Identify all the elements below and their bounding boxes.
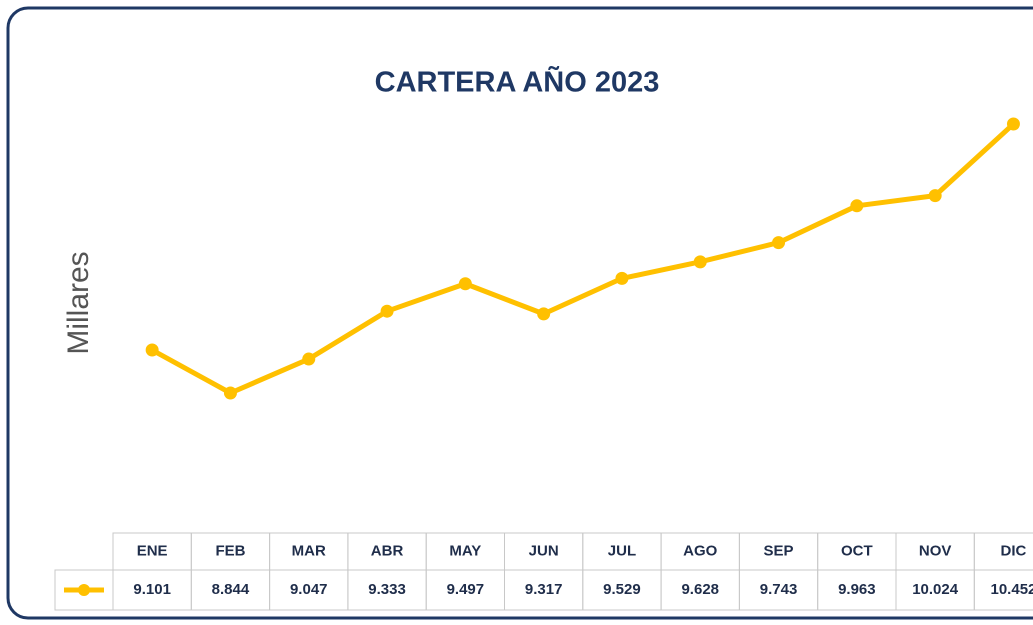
data-point	[458, 277, 472, 291]
x-tick-label: JUN	[529, 542, 559, 559]
data-point	[145, 343, 159, 357]
x-tick-label: ABR	[371, 542, 404, 559]
data-label: 9.963	[838, 581, 876, 598]
data-point	[928, 189, 942, 203]
data-label: 9.333	[368, 581, 406, 598]
data-label: 10.024	[912, 581, 959, 598]
legend-marker	[78, 584, 90, 596]
chart-title: CARTERA AÑO 2023	[375, 65, 660, 99]
data-point	[615, 271, 629, 285]
x-tick-label: ENE	[137, 542, 168, 559]
data-point	[850, 199, 864, 213]
x-tick-label: NOV	[919, 542, 952, 559]
x-tick-label: SEP	[764, 542, 794, 559]
data-point	[772, 236, 786, 250]
data-label: 9.047	[290, 581, 328, 598]
data-label: 9.317	[525, 581, 563, 598]
data-label: 8.844	[212, 581, 250, 598]
data-label: 9.529	[603, 581, 641, 598]
data-point	[693, 255, 707, 269]
x-tick-label: FEB	[215, 542, 245, 559]
data-point	[1006, 117, 1020, 131]
data-label: 9.101	[133, 581, 171, 598]
data-point	[537, 307, 551, 321]
x-tick-label: OCT	[841, 542, 873, 559]
x-tick-label: MAY	[449, 542, 481, 559]
data-point	[223, 386, 237, 400]
data-point	[380, 304, 394, 318]
data-label: 9.497	[447, 581, 485, 598]
data-label: 9.743	[760, 581, 798, 598]
y-axis-label: Millares	[62, 251, 95, 354]
series-line	[150, 122, 1016, 396]
chart-frame	[6, 6, 1033, 620]
data-point	[302, 352, 316, 366]
x-tick-label: MAR	[292, 542, 326, 559]
x-tick-label: JUL	[608, 542, 636, 559]
data-label: 9.628	[681, 581, 719, 598]
data-label: 10.452	[991, 581, 1033, 598]
x-tick-label: AGO	[683, 542, 718, 559]
table-cell	[973, 569, 1033, 611]
x-tick-label: DIC	[1001, 542, 1027, 559]
